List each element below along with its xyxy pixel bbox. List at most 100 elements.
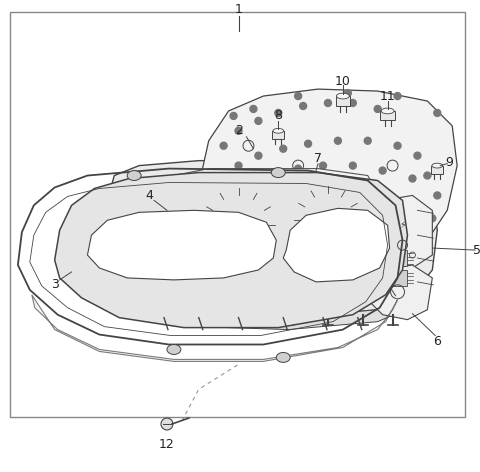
Circle shape [280, 145, 287, 152]
Circle shape [335, 137, 341, 144]
Circle shape [394, 93, 401, 100]
Bar [10, 11, 465, 417]
Circle shape [364, 137, 371, 144]
Circle shape [230, 112, 237, 119]
Ellipse shape [161, 418, 173, 430]
Polygon shape [370, 265, 432, 320]
Text: 3: 3 [51, 278, 59, 291]
Text: 8: 8 [274, 110, 282, 122]
Ellipse shape [271, 168, 285, 177]
Polygon shape [32, 295, 397, 362]
Text: 10: 10 [335, 75, 351, 88]
Circle shape [255, 118, 262, 124]
Circle shape [250, 219, 257, 226]
Circle shape [359, 215, 366, 222]
Bar [353, 270, 383, 286]
Ellipse shape [196, 188, 281, 262]
Polygon shape [199, 89, 457, 270]
Bar [272, 131, 284, 139]
Circle shape [295, 93, 301, 100]
Circle shape [250, 105, 257, 112]
Ellipse shape [167, 345, 181, 354]
Circle shape [424, 172, 431, 179]
Polygon shape [157, 169, 383, 278]
Bar [109, 245, 131, 259]
Circle shape [349, 234, 356, 241]
Circle shape [300, 102, 307, 110]
Circle shape [349, 100, 356, 107]
Text: 1: 1 [235, 3, 242, 16]
Circle shape [434, 110, 441, 117]
Circle shape [245, 175, 252, 182]
Text: 9: 9 [445, 156, 453, 169]
Ellipse shape [276, 353, 290, 362]
Ellipse shape [289, 186, 367, 254]
Bar [381, 111, 395, 120]
Circle shape [344, 90, 351, 97]
Circle shape [305, 140, 312, 147]
Text: 2: 2 [235, 124, 242, 137]
Circle shape [339, 189, 347, 196]
Ellipse shape [127, 170, 141, 180]
Circle shape [235, 162, 242, 169]
Circle shape [235, 202, 242, 209]
Ellipse shape [235, 221, 242, 229]
Circle shape [329, 212, 336, 219]
Circle shape [320, 231, 326, 238]
Circle shape [414, 152, 421, 159]
Circle shape [290, 232, 297, 239]
Circle shape [434, 192, 441, 199]
Circle shape [419, 234, 426, 241]
Bar [336, 96, 350, 106]
Text: 4: 4 [145, 189, 153, 202]
Text: 11: 11 [380, 90, 396, 102]
Ellipse shape [273, 128, 284, 133]
Text: 7: 7 [314, 152, 322, 165]
Circle shape [255, 152, 262, 159]
Bar [378, 270, 408, 286]
Circle shape [369, 193, 376, 200]
Polygon shape [149, 295, 412, 329]
Ellipse shape [432, 163, 443, 168]
Circle shape [409, 175, 416, 182]
Circle shape [295, 165, 301, 172]
Circle shape [220, 142, 227, 149]
Circle shape [374, 105, 381, 112]
Circle shape [285, 192, 292, 199]
Ellipse shape [324, 216, 332, 224]
Polygon shape [368, 195, 432, 268]
Polygon shape [105, 160, 437, 318]
Circle shape [379, 240, 386, 246]
Circle shape [429, 215, 436, 222]
Text: 6: 6 [433, 335, 441, 348]
Circle shape [399, 201, 406, 208]
Bar [432, 166, 443, 174]
Circle shape [235, 127, 242, 135]
Bar [109, 215, 131, 229]
Circle shape [404, 249, 411, 255]
Text: ⚡: ⚡ [399, 220, 406, 230]
Circle shape [265, 235, 272, 242]
Circle shape [320, 162, 326, 169]
Circle shape [260, 197, 267, 204]
Text: 12: 12 [159, 438, 175, 451]
Text: 5: 5 [473, 244, 480, 257]
Circle shape [310, 189, 316, 196]
Bar [378, 250, 408, 266]
Circle shape [324, 100, 332, 107]
Polygon shape [87, 211, 276, 280]
Bar [353, 230, 383, 246]
Circle shape [349, 162, 356, 169]
Polygon shape [55, 173, 408, 328]
Polygon shape [283, 208, 390, 282]
Ellipse shape [381, 108, 394, 114]
Ellipse shape [336, 93, 349, 99]
Circle shape [270, 169, 277, 176]
Polygon shape [197, 188, 224, 218]
Circle shape [225, 182, 232, 189]
Circle shape [389, 222, 396, 229]
Bar [109, 270, 131, 284]
Circle shape [394, 142, 401, 149]
Circle shape [300, 212, 307, 219]
Circle shape [275, 110, 282, 117]
